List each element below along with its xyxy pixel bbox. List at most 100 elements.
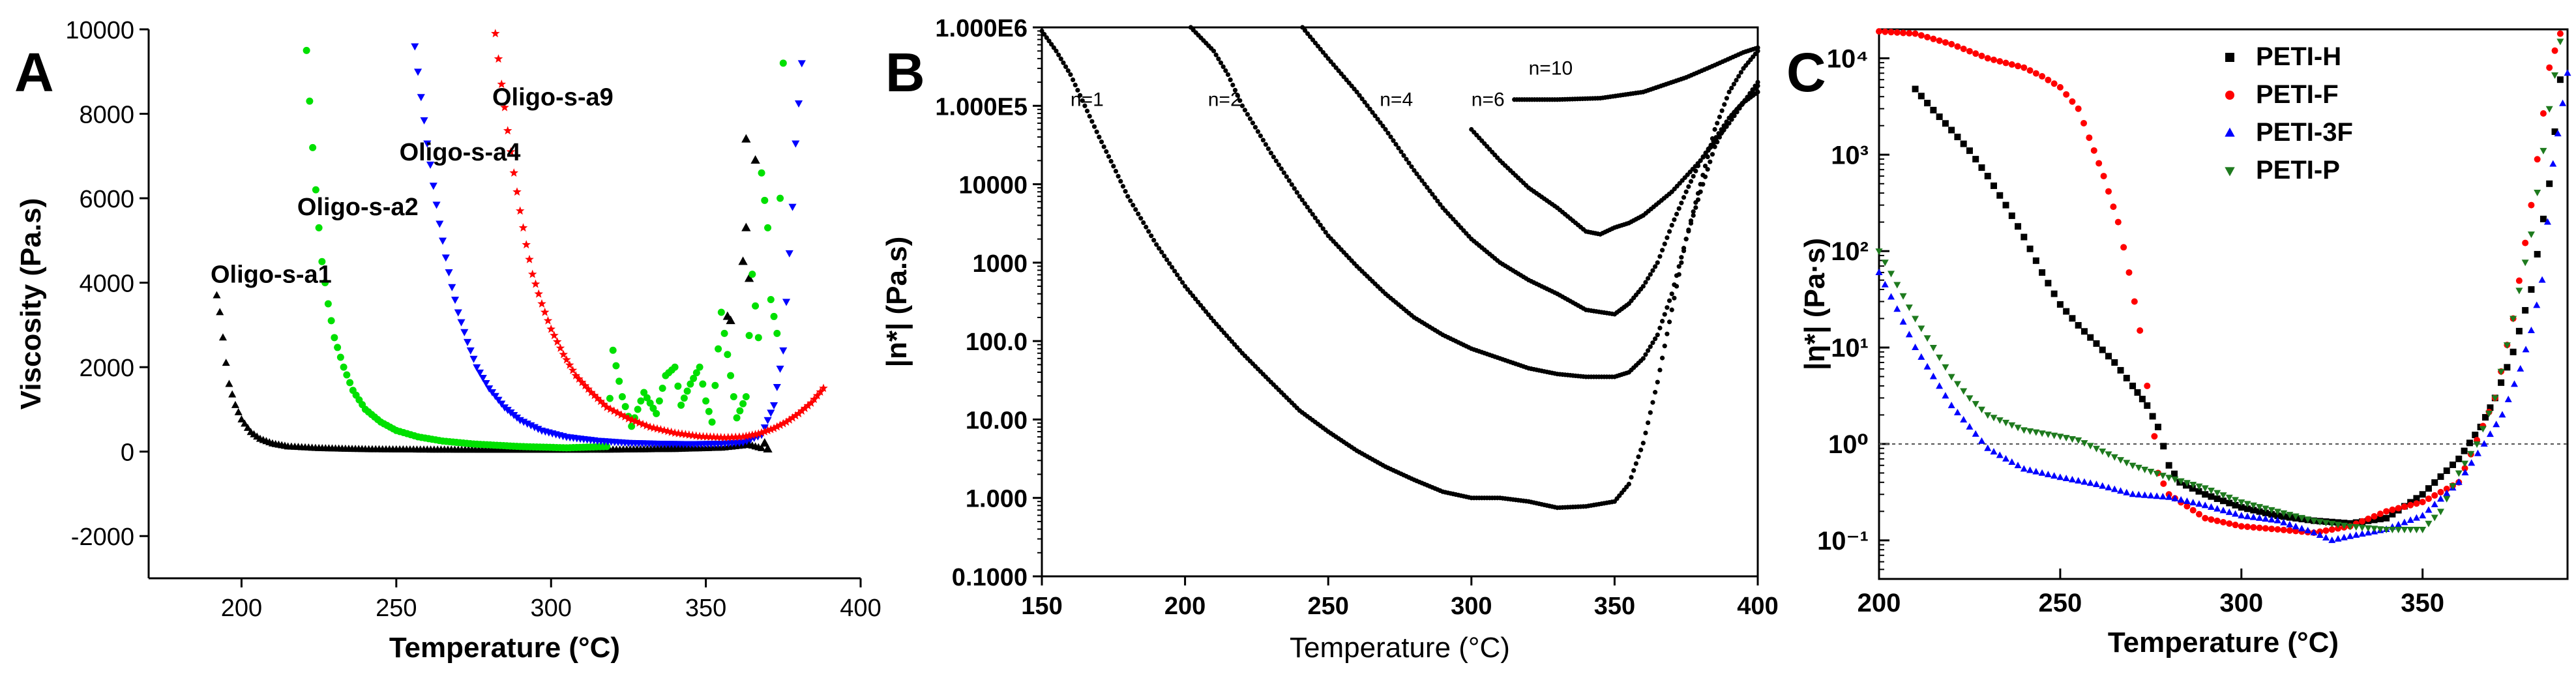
panel-b-data-point [1646,276,1651,281]
panel-c-data-point [2008,212,2015,219]
panel-b-data-point [1051,45,1056,50]
panel-c-data-point [2202,514,2209,522]
panel-b-data-point [1755,45,1760,50]
panel-b-data-point [1755,80,1760,85]
panel-c-data-point [2026,67,2034,74]
panel-c-data-point [1990,448,1998,455]
panel-b-data-point [1333,65,1339,70]
panel-c-data-point [2092,445,2100,452]
panel-b-data-point [1239,103,1245,108]
panel-c-data-point [2086,479,2094,486]
panel-c-data-point [2160,480,2167,487]
panel-a-data-point [812,391,822,400]
panel-c-data-point [2021,64,2028,71]
panel-c-data-point [2238,512,2245,519]
panel-b-data-point [1646,348,1651,353]
panel-b-data-point [1713,138,1719,143]
panel-c-data-point [2144,382,2151,389]
panel-c-data-point [2220,497,2227,505]
panel-c-data-point [2509,316,2517,323]
panel-b-data-point [1372,113,1378,119]
panel-c-data-point [2486,430,2494,437]
panel-b-data-point [1218,60,1224,65]
panel-b-data-point [1339,71,1344,76]
panel-b-data-point [1108,158,1114,164]
panel-b-data-point [1297,194,1302,199]
panel-a-data-point [711,381,719,389]
panel-a-data-point [331,334,338,342]
panel-b-data-point [1352,86,1357,92]
panel-c-data-point [2497,368,2505,376]
panel-a-data-point [779,347,788,355]
panel-c-data-point [1888,271,1895,278]
panel-b-y-tick-label: 10.00 [966,407,1028,434]
panel-c-x-tick-label: 200 [1858,589,1901,617]
panel-b-data-point [1315,44,1320,49]
panel-a-data-point [727,432,737,441]
panel-a-data-point [327,317,335,325]
panel-a-data-point [432,201,441,209]
panel-c-data-point [2045,280,2052,287]
panel-c-data-point [2551,72,2559,80]
panel-c-data-point [2159,492,2167,499]
panel-b-data-point [1691,213,1696,218]
panel-a-data-point [485,385,494,393]
panel-b-data-point [1406,160,1412,166]
panel-c-data-point [1936,37,1943,44]
panel-a-data-point [237,415,246,422]
panel-b-x-axis-label: Temperature (°C) [1290,632,1510,664]
panel-a-data-point [708,418,716,426]
panel-b-data-point [1700,155,1706,160]
panel-c-data-point [2038,469,2046,476]
panel-c-data-point [2316,519,2324,526]
panel-b-x-tick-label: 400 [1737,593,1778,620]
panel-b-data-point [1192,296,1198,302]
panel-c-data-point [2425,520,2433,527]
panel-c-data-point [2184,503,2191,510]
panel-b-data-point [1672,282,1677,288]
panel-c-data-point [1966,395,1974,402]
panel-c-data-point [1972,156,1979,163]
panel-c-data-point [2135,491,2142,498]
panel-c-data-point [1966,422,1974,430]
panel-b-data-point [1323,53,1328,58]
panel-c-data-point [2008,458,2016,466]
panel-c-data-point [2551,128,2558,135]
panel-b-data-point [1082,103,1088,108]
panel-c-data-point [2431,492,2438,499]
panel-c-data-point [2273,516,2281,524]
panel-b-data-point [1300,25,1305,30]
panel-c-data-point [2419,526,2427,533]
panel-b-data-point [1747,91,1753,96]
panel-a-y-tick-label: 2000 [79,355,134,382]
panel-c-data-point [1960,415,1968,422]
panel-c-data-point [2026,428,2034,435]
panel-a-data-point [742,392,750,400]
panel-c-data-point [2177,495,2185,503]
panel-c-data-point [2177,478,2185,485]
panel-a-data-point [243,423,252,431]
panel-b-series-n-10 [1512,45,1760,102]
panel-c-data-point [2117,487,2125,494]
panel-a-data-point [788,203,797,211]
panel-a-data-point [534,289,543,298]
panel-c-data-point [2141,491,2149,498]
panel-c-data-point [2482,414,2489,421]
panel-b-data-point [1722,102,1727,107]
panel-b-data-point [1294,190,1299,195]
panel-b-data-point [1731,81,1736,87]
panel-a-data-point [225,379,233,387]
panel-a-data-point [724,432,733,441]
panel-c-data-point [1912,344,1919,351]
panel-a-data-point [559,349,568,359]
panel-c-data-point [2123,488,2131,495]
panel-b-y-tick-label: 1.000E5 [935,93,1028,121]
panel-a-data-point [479,374,487,382]
panel-b-data-point [1688,220,1694,226]
panel-c-data-point [1996,417,2004,424]
panel-c-data-point [2105,188,2112,195]
panel-c-data-point [2069,315,2076,322]
panel-c-data-point [2389,510,2396,518]
panel-c-data-point [2032,70,2039,77]
panel-c-data-point [2099,482,2107,489]
